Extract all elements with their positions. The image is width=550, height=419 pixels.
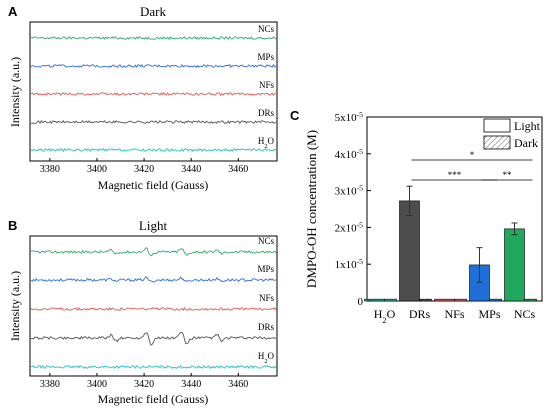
panel-a-title: Dark — [140, 4, 166, 19]
trace-drs — [30, 119, 277, 125]
series-label-ncs: NCs — [258, 24, 275, 34]
bar-light-ncs — [504, 228, 525, 302]
panel-b-series-labels: NCs MPs NFs DRs H2O — [257, 236, 274, 365]
x-tick-label-nfs: NFs — [444, 307, 464, 321]
panel-a-traces — [30, 35, 277, 153]
bar-dark-hatch — [524, 299, 537, 301]
legend-label-light: Light — [514, 119, 541, 133]
bar-dark-hatch — [384, 299, 397, 301]
panel-c: C **** ** 01x10-52x10-53x10-54x10-55x10-5… — [290, 108, 543, 325]
x-tick-label: 3440 — [181, 379, 201, 390]
trace-drs — [30, 331, 277, 346]
y-tick-label: 5x10-5 — [335, 110, 364, 125]
significance-mark: * — [470, 150, 475, 160]
panel-b-y-axis-label: Intensity (a.u.) — [8, 271, 22, 341]
trace-h2o — [30, 364, 277, 370]
panel-c-y-ticks: 0 1x10-5 2x10-5 3x10-5 4x10-5 5x10-5 — [335, 110, 371, 308]
bar-dark-hatch — [419, 299, 432, 301]
x-tick-label: 3460 — [228, 379, 248, 390]
series-label-ncs: NCs — [258, 236, 275, 246]
x-tick-label: 3460 — [228, 164, 248, 175]
panel-a-x-ticks: 3380 3400 3420 3440 3460 — [40, 158, 248, 175]
x-tick-label: 3420 — [134, 379, 154, 390]
x-tick-label: 3400 — [87, 379, 107, 390]
panel-a-y-axis-label: Intensity (a.u.) — [8, 57, 22, 127]
trace-nfs — [30, 306, 277, 312]
y-tick-label: 2x10-5 — [335, 220, 364, 235]
x-tick-label-h2o: H2O — [374, 307, 396, 325]
panel-b: B Light NCs MPs NFs DRs H2O 3380 3400 3420 3440… — [8, 218, 278, 406]
series-label-h2o: H2O — [258, 351, 275, 365]
y-tick-label: 4x10-5 — [335, 146, 364, 161]
panel-b-traces — [30, 247, 277, 370]
y-tick-label: 0 — [358, 296, 364, 308]
panel-c-legend: Light Dark — [483, 118, 541, 150]
bar-light-nfs — [434, 298, 455, 302]
panel-a-label: A — [8, 4, 18, 19]
series-label-drs: DRs — [258, 322, 275, 332]
panel-a-series-labels: NCs MPs NFs DRs H2O — [257, 24, 274, 150]
x-tick-label-drs: DRs — [409, 307, 431, 321]
trace-mps — [30, 63, 277, 69]
y-tick-label: 3x10-5 — [335, 183, 364, 198]
bar-dark-hatch — [454, 299, 467, 301]
trace-h2o — [30, 147, 277, 153]
significance-mark: *** — [448, 170, 462, 180]
legend-swatch-light — [483, 118, 511, 133]
series-label-h2o: H2O — [258, 136, 275, 150]
trace-ncs — [30, 35, 277, 41]
x-tick-label: 3380 — [40, 164, 60, 175]
panel-b-x-axis-label: Magnetic field (Gauss) — [98, 392, 209, 406]
panel-a-x-axis-label: Magnetic field (Gauss) — [98, 178, 209, 192]
x-tick-label-ncs: NCs — [514, 307, 536, 321]
significance-mark: ** — [503, 170, 513, 180]
panel-c-x-ticks: H2O DRs NFs MPs NCs — [374, 307, 536, 325]
series-label-nfs: NFs — [259, 80, 275, 90]
panel-c-significance: **** ** — [411, 150, 533, 181]
panel-c-bars — [364, 185, 537, 302]
series-label-mps: MPs — [257, 52, 274, 62]
legend-label-dark: Dark — [514, 136, 538, 150]
trace-mps — [30, 276, 277, 283]
panel-c-label: C — [290, 108, 300, 123]
bar-dark-hatch — [489, 299, 502, 301]
x-tick-label: 3380 — [40, 379, 60, 390]
series-label-drs: DRs — [258, 108, 275, 118]
x-tick-label: 3440 — [181, 164, 201, 175]
panel-b-frame — [29, 235, 278, 377]
y-tick-label: 1x10-5 — [335, 257, 364, 272]
series-label-nfs: NFs — [259, 293, 275, 303]
panel-a-frame — [29, 21, 278, 162]
panel-b-title: Light — [139, 218, 168, 233]
panel-b-x-ticks: 3380 3400 3420 3440 3460 — [40, 373, 248, 390]
x-tick-label: 3400 — [87, 164, 107, 175]
panel-c-y-axis-label: DMPO-OH concentration (M) — [304, 130, 319, 288]
panel-b-label: B — [8, 218, 17, 233]
x-tick-label: 3420 — [134, 164, 154, 175]
series-label-mps: MPs — [257, 264, 274, 274]
trace-nfs — [30, 91, 277, 97]
legend-swatch-dark — [483, 135, 511, 150]
trace-ncs — [30, 247, 277, 257]
x-tick-label-mps: MPs — [478, 307, 500, 321]
